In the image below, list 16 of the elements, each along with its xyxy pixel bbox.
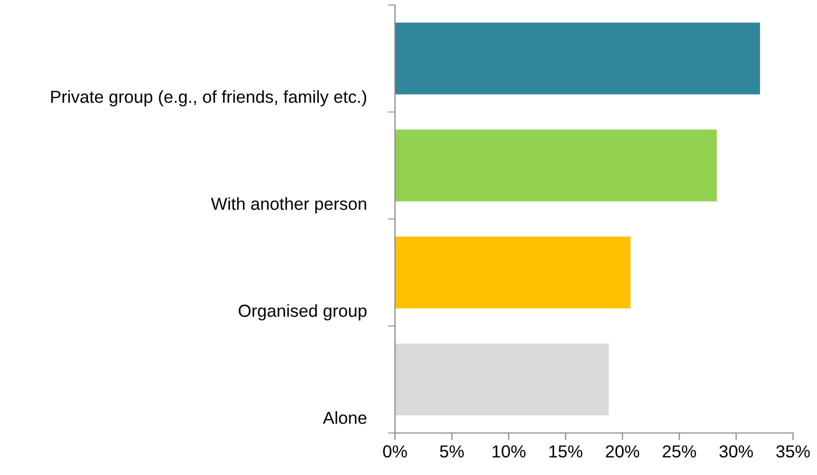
x-tick-label: 0% bbox=[383, 445, 407, 458]
bar bbox=[395, 344, 609, 416]
x-tick-label: 5% bbox=[440, 445, 464, 458]
x-tick-label: 20% bbox=[606, 445, 640, 458]
x-tick-label: 15% bbox=[550, 445, 582, 458]
y-tick-label: With another person bbox=[210, 197, 366, 214]
bar bbox=[395, 22, 760, 94]
y-tick-label: Organised group bbox=[238, 304, 367, 320]
bar bbox=[395, 236, 630, 308]
x-tick-label: 10% bbox=[492, 445, 526, 458]
bar bbox=[395, 130, 717, 202]
x-tick-label: 25% bbox=[662, 445, 696, 458]
x-tick-label: 30% bbox=[719, 445, 753, 458]
y-tick-label: Private group (e.g., of friends, family etc.) bbox=[51, 90, 366, 106]
x-tick-label: 35% bbox=[776, 445, 810, 458]
y-tick-label: Alone bbox=[322, 411, 366, 424]
